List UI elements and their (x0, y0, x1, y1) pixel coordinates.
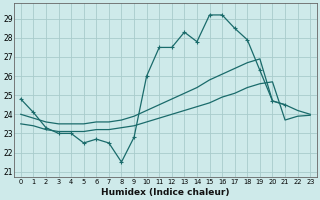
X-axis label: Humidex (Indice chaleur): Humidex (Indice chaleur) (101, 188, 230, 197)
